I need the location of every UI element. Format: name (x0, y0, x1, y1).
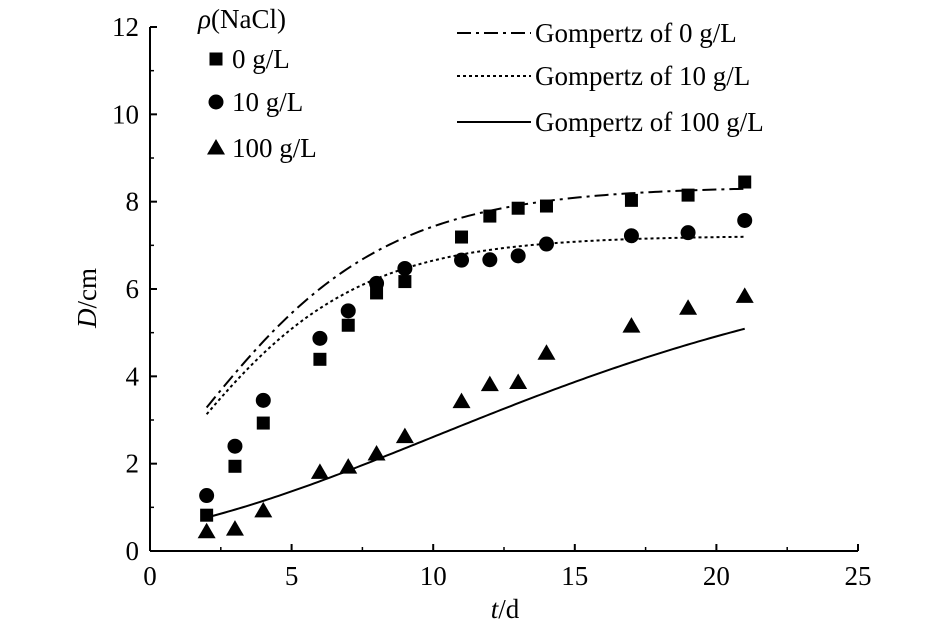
x-axis-label-unit: /d (498, 594, 520, 624)
axes: 0 5 10 15 20 25 0 2 4 6 8 10 12 (112, 12, 872, 591)
data-point (738, 175, 752, 189)
data-point (228, 459, 242, 473)
marker-legend-label: 0 g/L (232, 44, 290, 74)
fit-curves (205, 187, 745, 519)
x-tick-label: 25 (845, 561, 872, 591)
data-point (395, 427, 414, 444)
marker-legend-title: ρ(NaCl) (197, 4, 286, 34)
data-point (227, 438, 243, 454)
data-point (735, 287, 754, 303)
legend-marker-triangle (207, 139, 225, 155)
data-point (679, 299, 698, 315)
data-point (341, 318, 355, 332)
data-point (452, 392, 471, 409)
data-point (199, 488, 215, 504)
legend-title-var: ρ (197, 4, 211, 34)
legend-marker-square (209, 52, 223, 66)
fit-legend-item-1: Gompertz of 0 g/L (457, 18, 737, 48)
x-axis-label: t/d (491, 594, 520, 624)
fit-legend-label: Gompertz of 10 g/L (535, 61, 750, 91)
legend-title-rest: (NaCl) (211, 4, 286, 34)
fit-legend: Gompertz of 0 g/L Gompertz of 10 g/L Gompe… (457, 18, 764, 137)
data-point (398, 275, 412, 289)
data-point (680, 225, 696, 241)
x-tick-label: 0 (143, 561, 157, 591)
data-point (537, 344, 556, 360)
data-point (339, 458, 358, 474)
data-point (482, 252, 498, 268)
data-point (200, 508, 214, 522)
data-point (340, 303, 356, 319)
data-point (538, 236, 554, 252)
data-point (197, 522, 216, 539)
data-point (255, 392, 271, 408)
data-point (310, 463, 329, 479)
series-2-points (199, 212, 753, 504)
data-point (225, 520, 244, 536)
marker-legend-item-3: 100 g/L (207, 133, 317, 163)
y-tick-label: 8 (126, 187, 140, 217)
fit-curve-2 (205, 235, 745, 415)
y-tick-label: 10 (112, 99, 139, 129)
fit-legend-item-2: Gompertz of 10 g/L (457, 61, 750, 91)
data-point (483, 209, 497, 223)
marker-legend-label: 10 g/L (232, 87, 303, 117)
y-tick-label: 2 (126, 449, 140, 479)
y-axis-label-unit: /cm (72, 268, 102, 309)
data-point (455, 230, 469, 244)
y-tick-label: 12 (112, 12, 139, 42)
data-point (539, 199, 553, 213)
data-point (313, 352, 327, 366)
data-point (367, 445, 386, 461)
data-point (681, 188, 695, 202)
data-point (312, 330, 328, 346)
y-tick-label: 4 (126, 361, 140, 391)
data-point (623, 228, 639, 244)
data-point (397, 260, 413, 276)
y-tick-label: 6 (126, 274, 140, 304)
x-axis-label-var: t (491, 594, 500, 624)
data-point (509, 373, 528, 389)
data-point (369, 275, 385, 291)
fit-legend-item-3: Gompertz of 100 g/L (457, 107, 764, 137)
fit-legend-label: Gompertz of 0 g/L (535, 18, 737, 48)
x-tick-label: 20 (703, 561, 730, 591)
data-markers (197, 175, 754, 539)
fit-curve-1 (205, 187, 745, 409)
series-1-points (200, 175, 752, 522)
marker-legend-item-1: 0 g/L (209, 44, 290, 74)
y-axis-label: D/cm (72, 268, 102, 329)
marker-legend: 0 g/L 10 g/L 100 g/L (207, 44, 317, 163)
data-point (254, 501, 273, 518)
data-point (510, 248, 526, 264)
data-point (511, 201, 525, 215)
data-point (624, 193, 638, 207)
data-point (480, 375, 499, 392)
x-tick-label: 5 (285, 561, 299, 591)
data-point (622, 317, 641, 333)
data-point (454, 252, 470, 268)
y-axis-label-var: D (72, 308, 102, 329)
legend-marker-circle (208, 94, 224, 110)
data-point (256, 416, 270, 430)
marker-legend-label: 100 g/L (232, 133, 317, 163)
data-point (737, 212, 753, 228)
fit-legend-label: Gompertz of 100 g/L (535, 107, 764, 137)
fit-curve-3 (206, 327, 745, 519)
series-3-points (197, 287, 754, 539)
y-tick-label: 0 (126, 536, 140, 566)
x-tick-label: 10 (420, 561, 447, 591)
marker-legend-item-2: 10 g/L (208, 87, 303, 117)
x-tick-label: 15 (561, 561, 588, 591)
